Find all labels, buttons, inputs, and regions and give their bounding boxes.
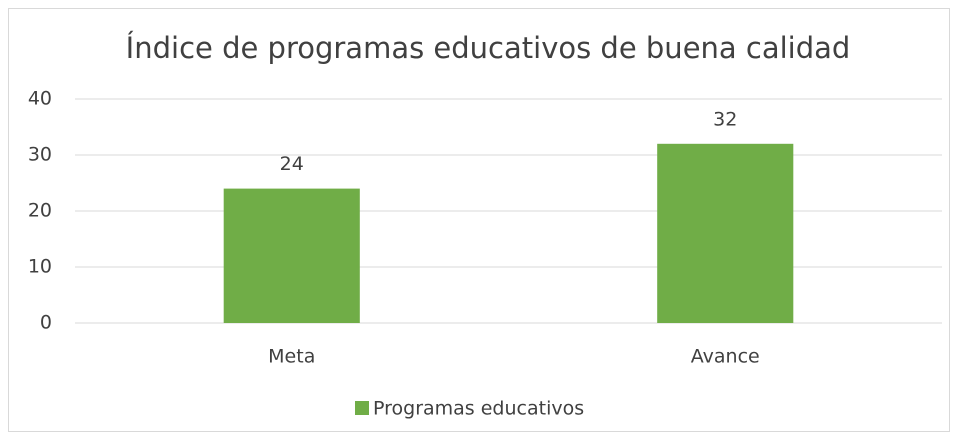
y-tick-label: 0 bbox=[40, 312, 52, 334]
y-tick-label: 10 bbox=[28, 256, 52, 278]
data-label: 24 bbox=[280, 153, 304, 175]
legend-label: Programas educativos bbox=[373, 398, 584, 420]
chart-border bbox=[8, 8, 950, 432]
data-label: 32 bbox=[713, 108, 737, 130]
chart-title: Índice de programas educativos de buena … bbox=[126, 31, 851, 65]
y-tick-label: 40 bbox=[28, 88, 52, 110]
y-tick-label: 30 bbox=[28, 144, 52, 166]
x-tick-label: Avance bbox=[691, 346, 760, 368]
x-tick-label: Meta bbox=[268, 346, 315, 368]
y-tick-label: 20 bbox=[28, 200, 52, 222]
legend-swatch bbox=[355, 401, 369, 415]
bar bbox=[223, 188, 360, 323]
bar bbox=[657, 143, 794, 323]
